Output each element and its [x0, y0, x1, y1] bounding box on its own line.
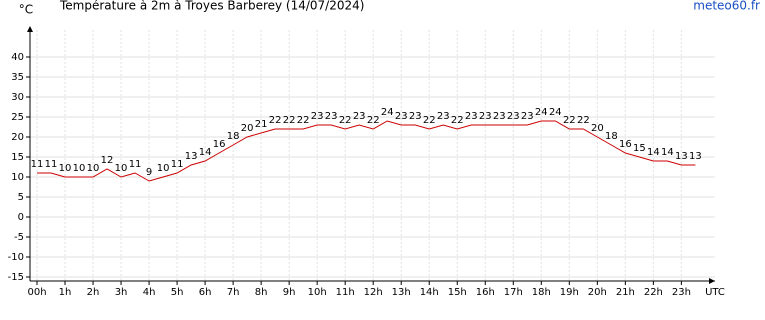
x-axis-arrow: [709, 278, 715, 284]
y-tick-label: 20: [11, 132, 24, 143]
data-label: 23: [521, 111, 534, 122]
y-tick-label: 10: [11, 172, 24, 183]
y-axis-unit: °C: [19, 3, 33, 17]
x-tick-label: 22h: [644, 287, 663, 298]
x-tick-label: 1h: [59, 287, 72, 298]
x-tick-label: 15h: [448, 287, 467, 298]
data-label: 24: [381, 107, 394, 118]
y-tick-label: 15: [11, 152, 24, 163]
data-label: 10: [115, 163, 128, 174]
y-axis-arrow: [27, 26, 33, 32]
data-label: 16: [213, 139, 226, 150]
data-label: 23: [325, 111, 338, 122]
x-tick-label: 19h: [560, 287, 579, 298]
x-tick-label: 2h: [87, 287, 100, 298]
data-label: 10: [73, 163, 86, 174]
x-tick-label: 16h: [476, 287, 495, 298]
y-tick-label: 25: [11, 112, 24, 123]
x-tick-label: 00h: [27, 287, 46, 298]
data-label: 22: [367, 115, 380, 126]
x-tick-label: 4h: [143, 287, 156, 298]
data-label: 22: [297, 115, 310, 126]
data-label: 22: [451, 115, 464, 126]
data-label: 11: [31, 159, 44, 170]
x-tick-label: 6h: [199, 287, 212, 298]
x-tick-label: 23h: [672, 287, 691, 298]
source-link[interactable]: meteo60.fr: [693, 0, 760, 13]
y-tick-label: -15: [8, 272, 24, 283]
data-label: 23: [479, 111, 492, 122]
data-label: 14: [661, 147, 674, 158]
data-label: 14: [647, 147, 660, 158]
data-label: 24: [535, 107, 548, 118]
data-label: 13: [185, 151, 198, 162]
data-label: 23: [493, 111, 506, 122]
x-tick-label: 11h: [336, 287, 355, 298]
data-label: 24: [549, 107, 562, 118]
y-tick-label: -10: [8, 252, 24, 263]
data-label: 11: [171, 159, 184, 170]
data-label: 23: [465, 111, 478, 122]
data-label: 22: [339, 115, 352, 126]
x-tick-label: 7h: [227, 287, 240, 298]
x-tick-label: 10h: [308, 287, 327, 298]
x-tick-label: 13h: [392, 287, 411, 298]
data-label: 16: [619, 139, 632, 150]
data-label: 13: [675, 151, 688, 162]
data-label: 22: [283, 115, 296, 126]
data-label: 15: [633, 143, 646, 154]
x-tick-label: 5h: [171, 287, 184, 298]
y-tick-label: -5: [14, 232, 24, 243]
x-tick-label: 9h: [283, 287, 296, 298]
data-label: 11: [45, 159, 58, 170]
x-tick-label: 14h: [420, 287, 439, 298]
data-label: 18: [227, 131, 240, 142]
data-label: 23: [311, 111, 324, 122]
chart-title: Température à 2m à Troyes Barberey (14/0…: [59, 0, 364, 13]
data-label: 9: [146, 167, 152, 178]
x-tick-label: 20h: [588, 287, 607, 298]
data-label: 22: [269, 115, 282, 126]
data-label: 22: [423, 115, 436, 126]
data-label: 12: [101, 155, 114, 166]
data-label: 14: [199, 147, 212, 158]
data-label: 23: [507, 111, 520, 122]
data-label: 22: [563, 115, 576, 126]
data-label: 21: [255, 119, 268, 130]
x-tick-label: 8h: [255, 287, 268, 298]
y-tick-label: 40: [11, 52, 24, 63]
data-label: 23: [395, 111, 408, 122]
y-tick-label: 30: [11, 92, 24, 103]
x-axis-label: UTC: [705, 287, 725, 298]
x-tick-label: 17h: [504, 287, 523, 298]
data-label: 20: [241, 123, 254, 134]
x-tick-label: 21h: [616, 287, 635, 298]
y-tick-label: 5: [18, 192, 24, 203]
x-tick-label: 3h: [115, 287, 128, 298]
data-label: 10: [59, 163, 72, 174]
data-label: 23: [409, 111, 422, 122]
data-label: 13: [689, 151, 702, 162]
data-label: 23: [437, 111, 450, 122]
data-label: 18: [605, 131, 618, 142]
y-tick-label: 35: [11, 72, 24, 83]
data-label: 22: [577, 115, 590, 126]
data-label: 11: [129, 159, 142, 170]
data-label: 10: [87, 163, 100, 174]
data-label: 23: [353, 111, 366, 122]
data-label: 10: [157, 163, 170, 174]
data-label: 20: [591, 123, 604, 134]
x-tick-label: 18h: [532, 287, 551, 298]
temperature-line: [37, 120, 696, 182]
y-tick-label: 0: [18, 212, 24, 223]
x-tick-label: 12h: [364, 287, 383, 298]
